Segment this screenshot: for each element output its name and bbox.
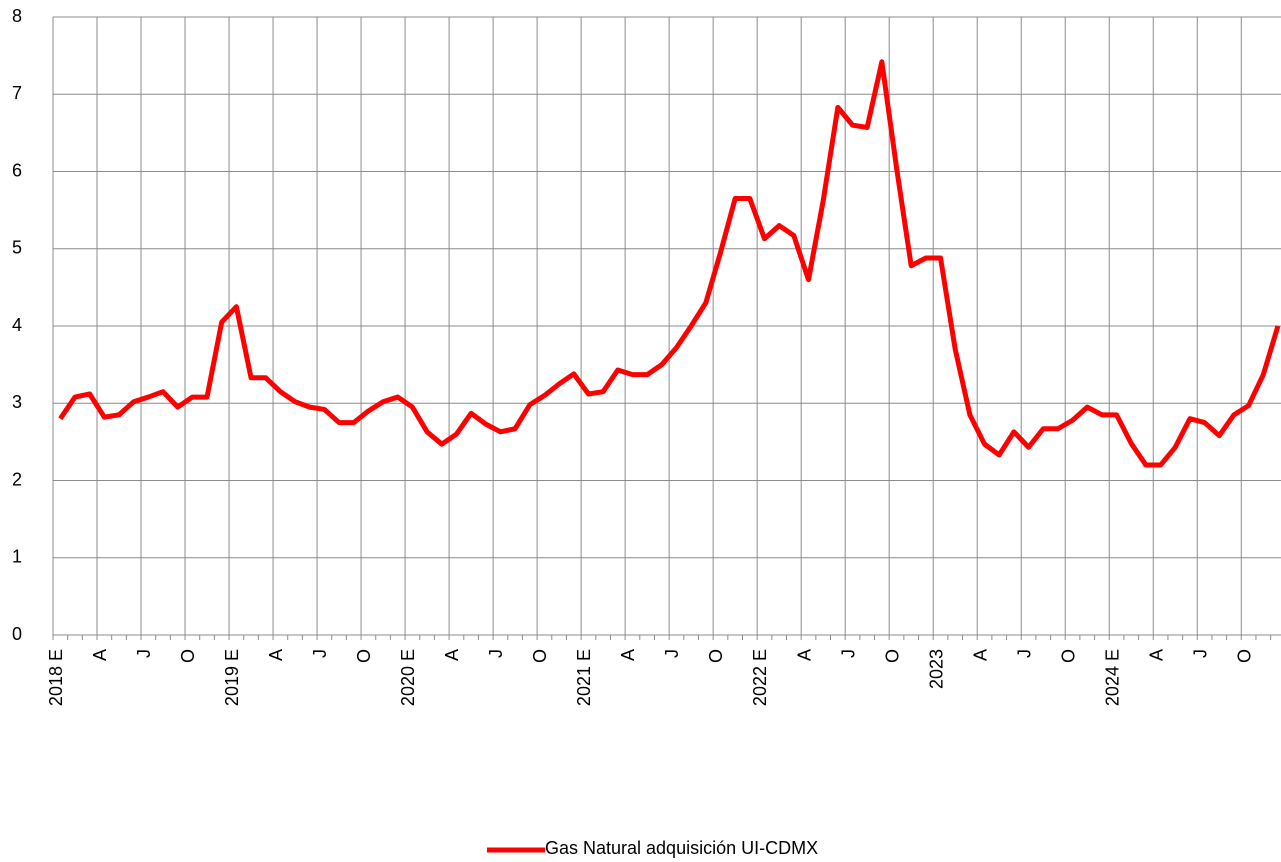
x-tick-label: O <box>1058 649 1078 663</box>
x-tick-label: A <box>266 649 286 661</box>
legend-label: Gas Natural adquisición UI-CDMX <box>545 838 818 858</box>
x-tick-label: J <box>486 649 506 658</box>
x-tick-label: O <box>530 649 550 663</box>
y-tick-label: 2 <box>12 469 22 489</box>
data-line <box>58 59 1281 468</box>
x-tick-label: J <box>838 649 858 658</box>
x-tick-label: 2019 E <box>222 649 242 706</box>
y-tick-label: 1 <box>12 547 22 567</box>
x-tick-label: 2022 E <box>750 649 770 706</box>
x-tick-label: 2021 E <box>574 649 594 706</box>
y-tick-label: 6 <box>12 160 22 180</box>
x-tick-label: O <box>1234 649 1254 663</box>
y-tick-label: 0 <box>12 624 22 644</box>
x-tick-label: A <box>90 649 110 661</box>
x-tick-label: O <box>882 649 902 663</box>
x-tick-label: O <box>178 649 198 663</box>
y-tick-label: 5 <box>12 238 22 258</box>
x-tick-label: J <box>1190 649 1210 658</box>
x-tick-label: A <box>794 649 814 661</box>
x-tick-label: A <box>970 649 990 661</box>
x-tick-label: 2024 E <box>1102 649 1122 706</box>
x-tick-label: A <box>1146 649 1166 661</box>
y-tick-label: 3 <box>12 392 22 412</box>
x-tick-label: A <box>618 649 638 661</box>
y-tick-label: 4 <box>12 315 22 335</box>
x-tick-label: J <box>662 649 682 658</box>
y-tick-label: 8 <box>12 6 22 26</box>
x-tick-label: A <box>442 649 462 661</box>
x-tick-label: 2020 E <box>398 649 418 706</box>
x-tick-label: 2023 <box>926 649 946 689</box>
x-tick-label: J <box>134 649 154 658</box>
x-tick-label: J <box>310 649 330 658</box>
y-tick-label: 7 <box>12 83 22 103</box>
x-tick-label: J <box>1014 649 1034 658</box>
x-tick-label: O <box>706 649 726 663</box>
x-tick-label: O <box>354 649 374 663</box>
x-tick-label: 2018 E <box>46 649 66 706</box>
